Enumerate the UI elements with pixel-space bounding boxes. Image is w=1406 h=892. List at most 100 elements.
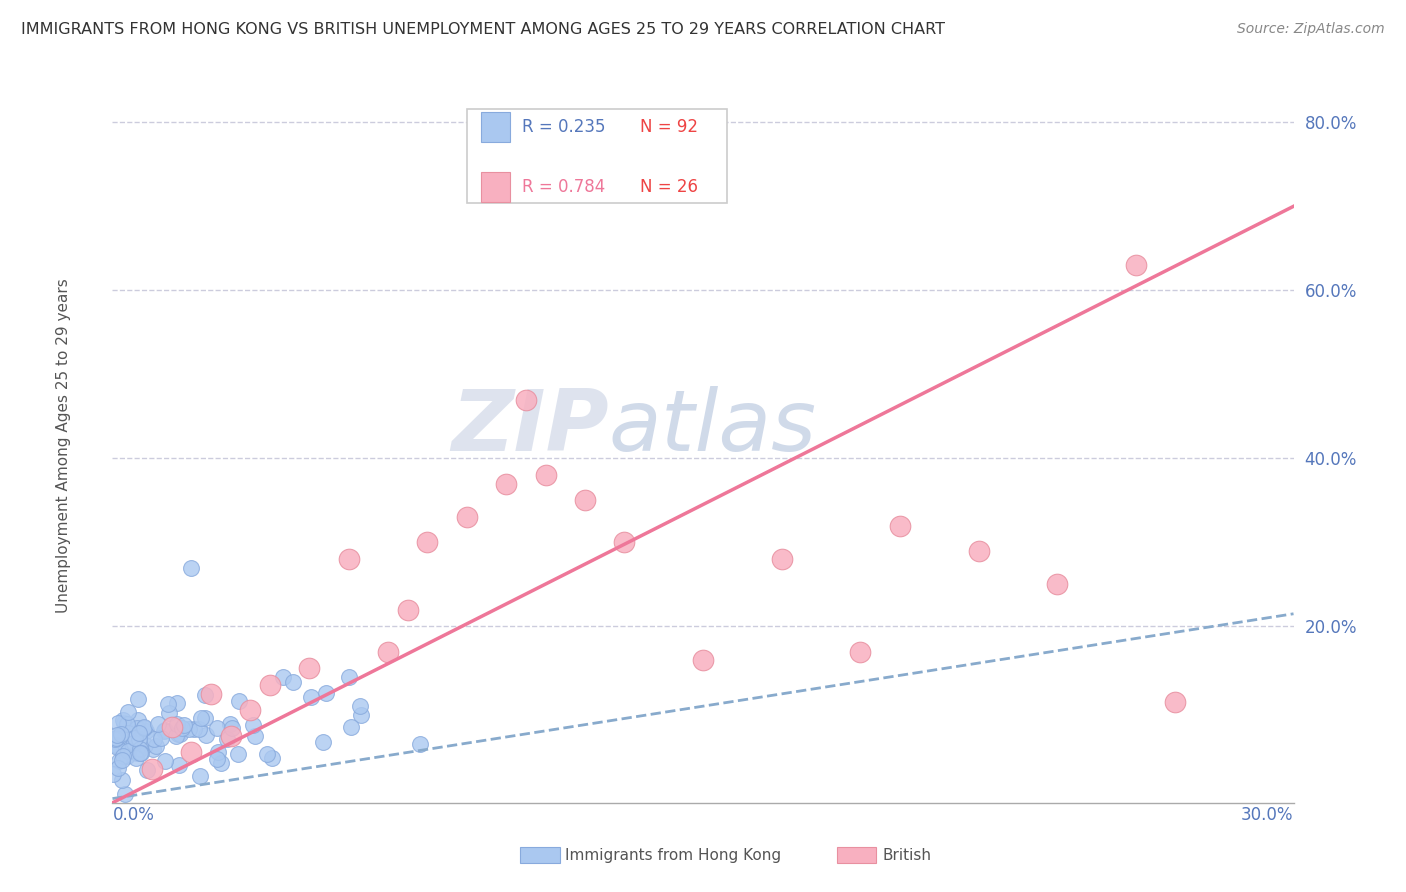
Point (574, 493, 596, 508)
Point (103, 738, 125, 752)
Text: N = 26: N = 26 (640, 178, 699, 196)
Point (349, 699, 371, 714)
Point (114, 715, 136, 730)
Point (194, 688, 217, 702)
Point (166, 716, 188, 731)
Point (337, 552, 360, 566)
Point (188, 769, 211, 783)
Point (122, 736, 145, 750)
Point (127, 692, 149, 706)
Text: N = 92: N = 92 (640, 119, 699, 136)
Point (117, 744, 139, 758)
Point (136, 764, 159, 778)
Point (211, 756, 233, 771)
Bar (481, 172, 510, 202)
Point (408, 737, 430, 751)
Point (132, 720, 155, 734)
Point (281, 674, 304, 689)
Point (129, 746, 152, 760)
Point (228, 693, 250, 707)
Text: IMMIGRANTS FROM HONG KONG VS BRITISH UNEMPLOYMENT AMONG AGES 25 TO 29 YEARS CORR: IMMIGRANTS FROM HONG KONG VS BRITISH UNE… (21, 22, 945, 37)
Point (149, 731, 172, 745)
Point (180, 560, 202, 574)
Point (889, 518, 911, 533)
Point (849, 644, 872, 658)
Point (101, 767, 124, 781)
Point (495, 476, 517, 491)
Point (207, 745, 229, 759)
Point (190, 711, 212, 725)
Point (770, 552, 793, 566)
Point (112, 713, 135, 727)
Point (180, 745, 202, 759)
Point (134, 738, 156, 752)
Point (128, 725, 150, 739)
Point (262, 751, 284, 765)
Point (1046, 577, 1069, 591)
Point (515, 392, 537, 407)
Point (125, 751, 148, 765)
Point (156, 697, 179, 711)
Point (104, 731, 127, 746)
Point (125, 721, 148, 735)
Point (153, 723, 176, 737)
Point (129, 742, 152, 756)
Point (169, 726, 191, 740)
Point (142, 741, 165, 756)
Point (205, 752, 228, 766)
Point (337, 670, 360, 684)
Point (967, 543, 990, 558)
Point (108, 730, 131, 744)
Point (145, 739, 167, 753)
Point (107, 716, 129, 731)
Point (256, 747, 278, 762)
Point (179, 722, 201, 736)
Text: Immigrants from Hong Kong: Immigrants from Hong Kong (565, 848, 782, 863)
Point (146, 716, 169, 731)
Point (115, 749, 138, 764)
Point (259, 678, 281, 692)
Point (298, 661, 321, 675)
Point (165, 729, 187, 743)
Point (105, 728, 128, 742)
Point (115, 743, 138, 757)
Point (315, 686, 337, 700)
Point (221, 721, 243, 735)
Text: ZIP: ZIP (451, 385, 609, 468)
Text: 0.0%: 0.0% (112, 806, 155, 824)
Point (167, 758, 190, 772)
Point (117, 726, 139, 740)
Point (160, 720, 183, 734)
Point (242, 718, 264, 732)
Point (396, 602, 419, 616)
Text: atlas: atlas (609, 385, 817, 468)
Point (534, 468, 557, 483)
Point (129, 747, 152, 761)
Point (110, 727, 132, 741)
Point (152, 724, 174, 739)
Point (114, 741, 136, 756)
Point (226, 747, 249, 761)
Point (105, 740, 128, 755)
Point (692, 653, 714, 667)
Point (124, 731, 146, 745)
Text: R = 0.235: R = 0.235 (522, 119, 606, 136)
Point (108, 754, 131, 768)
Point (141, 762, 163, 776)
Point (170, 721, 193, 735)
Point (107, 761, 129, 775)
Point (200, 687, 222, 701)
Point (271, 670, 294, 684)
Point (135, 723, 157, 738)
Point (218, 716, 240, 731)
Point (217, 731, 239, 746)
Point (243, 730, 266, 744)
Point (115, 716, 138, 731)
Point (111, 772, 134, 787)
Point (183, 723, 205, 737)
Point (350, 708, 373, 723)
Point (173, 718, 195, 732)
FancyBboxPatch shape (467, 109, 727, 203)
Point (166, 727, 188, 741)
Point (153, 754, 176, 768)
